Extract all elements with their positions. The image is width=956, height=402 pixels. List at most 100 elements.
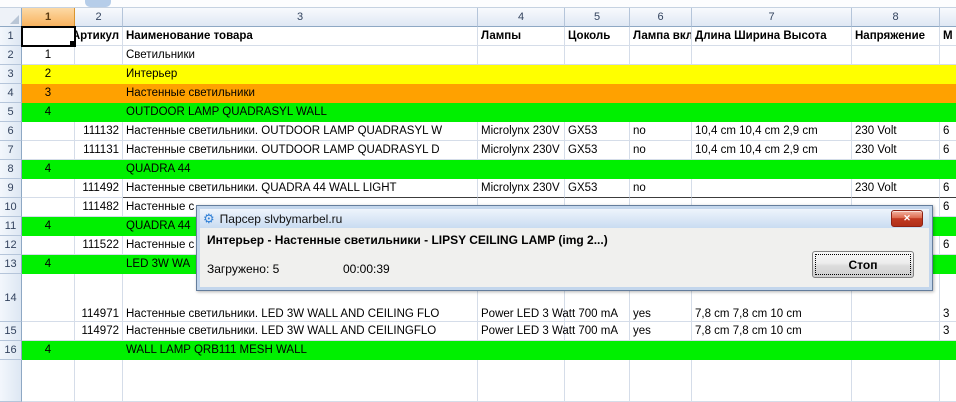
cell-r15c6[interactable]: yes: [630, 322, 692, 341]
cell-r9c5[interactable]: GX53: [565, 179, 630, 198]
cell-r7c3[interactable]: Настенные светильники. OUTDOOR LAMP QUAD…: [123, 141, 478, 160]
row-header-9[interactable]: 9: [0, 179, 22, 198]
cell-r5c8[interactable]: [852, 103, 940, 122]
cell-r11c1[interactable]: 4: [22, 217, 75, 236]
cell-r15c8[interactable]: [852, 322, 940, 341]
cell-r9c8[interactable]: 230 Volt: [852, 179, 940, 198]
cell-r8c7[interactable]: [692, 160, 852, 179]
cell-r8c6[interactable]: [630, 160, 692, 179]
row-header-3[interactable]: 3: [0, 65, 22, 84]
column-header-8[interactable]: 8: [852, 8, 940, 27]
row-header-4[interactable]: 4: [0, 84, 22, 103]
select-all-corner[interactable]: [0, 8, 22, 27]
cell-r12c9[interactable]: 6: [940, 236, 956, 255]
cell-r14c2[interactable]: 114971: [75, 274, 123, 322]
cell-r9c6[interactable]: no: [630, 179, 692, 198]
cell-r12c1[interactable]: [22, 236, 75, 255]
cell-r7c1[interactable]: [22, 141, 75, 160]
cell-r6c4[interactable]: Microlynx 230V: [478, 122, 565, 141]
cell-r6c5[interactable]: GX53: [565, 122, 630, 141]
row-header-12[interactable]: 12: [0, 236, 22, 255]
cell-r16c8[interactable]: [852, 341, 940, 360]
cell-r15c3[interactable]: Настенные светильники. LED 3W WALL AND C…: [123, 322, 478, 341]
cell-r11c9[interactable]: [940, 217, 956, 236]
row-header-14[interactable]: 14: [0, 274, 22, 322]
cell-r14c9[interactable]: 3: [940, 274, 956, 322]
cell-r16c6[interactable]: [630, 341, 692, 360]
column-header-2[interactable]: 2: [75, 8, 123, 27]
cell-r8c4[interactable]: [478, 160, 565, 179]
row-header-7[interactable]: 7: [0, 141, 22, 160]
cell-r2c1[interactable]: 1: [22, 46, 75, 65]
cell-r1c6[interactable]: Лампа вкл: [630, 27, 692, 46]
cell-r13c9[interactable]: [940, 255, 956, 274]
cell-r2c3[interactable]: Светильники: [123, 46, 478, 65]
cell-r4c2[interactable]: [75, 84, 123, 103]
cell-r7c4[interactable]: Microlynx 230V: [478, 141, 565, 160]
cell-r3c1[interactable]: 2: [22, 65, 75, 84]
cell-r7c9[interactable]: 6: [940, 141, 956, 160]
cell-r16c4[interactable]: [478, 341, 565, 360]
cell-r17c3[interactable]: [123, 360, 478, 402]
cell-r15c1[interactable]: [22, 322, 75, 341]
cell-r5c9[interactable]: [940, 103, 956, 122]
cell-r7c2[interactable]: 111131: [75, 141, 123, 160]
cell-r10c1[interactable]: [22, 198, 75, 217]
cell-r17c9[interactable]: [940, 360, 956, 402]
cell-r16c9[interactable]: [940, 341, 956, 360]
cell-r17c4[interactable]: [478, 360, 565, 402]
cell-r6c8[interactable]: 230 Volt: [852, 122, 940, 141]
cell-r6c1[interactable]: [22, 122, 75, 141]
cell-r5c5[interactable]: [565, 103, 630, 122]
row-header-10[interactable]: 10: [0, 198, 22, 217]
cell-r1c5[interactable]: Цоколь: [565, 27, 630, 46]
dialog-titlebar[interactable]: ⚙ Парсер slvbymarbel.ru ✕: [200, 209, 929, 228]
cell-r17c7[interactable]: [692, 360, 852, 402]
cell-r10c9[interactable]: 6: [940, 198, 956, 217]
cell-r5c6[interactable]: [630, 103, 692, 122]
cell-r7c8[interactable]: 230 Volt: [852, 141, 940, 160]
row-header-15[interactable]: 15: [0, 322, 22, 341]
cell-r17c2[interactable]: [75, 360, 123, 402]
cell-r9c4[interactable]: Microlynx 230V: [478, 179, 565, 198]
cell-r3c2[interactable]: [75, 65, 123, 84]
cell-r3c4[interactable]: [478, 65, 565, 84]
cell-r17c8[interactable]: [852, 360, 940, 402]
cell-r15c9[interactable]: 3: [940, 322, 956, 341]
cell-r15c5[interactable]: [565, 322, 630, 341]
cell-r16c5[interactable]: [565, 341, 630, 360]
cell-r4c6[interactable]: [630, 84, 692, 103]
cell-r17c6[interactable]: [630, 360, 692, 402]
cell-r6c6[interactable]: no: [630, 122, 692, 141]
cell-r16c1[interactable]: 4: [22, 341, 75, 360]
cell-r3c8[interactable]: [852, 65, 940, 84]
cell-r3c5[interactable]: [565, 65, 630, 84]
stop-button[interactable]: Стоп: [812, 251, 914, 278]
cell-r6c3[interactable]: Настенные светильники. OUTDOOR LAMP QUAD…: [123, 122, 478, 141]
cell-r16c7[interactable]: [692, 341, 852, 360]
cell-r11c2[interactable]: [75, 217, 123, 236]
cell-r17c5[interactable]: [565, 360, 630, 402]
cell-r15c7[interactable]: 7,8 cm 7,8 cm 10 cm: [692, 322, 852, 341]
row-header-6[interactable]: 6: [0, 122, 22, 141]
column-header-5[interactable]: 5: [565, 8, 630, 27]
cell-r1c7[interactable]: Длина Ширина Высота: [692, 27, 852, 46]
cell-r7c6[interactable]: no: [630, 141, 692, 160]
cell-r1c4[interactable]: Лампы: [478, 27, 565, 46]
cell-r8c9[interactable]: [940, 160, 956, 179]
cell-r4c5[interactable]: [565, 84, 630, 103]
cell-r5c2[interactable]: [75, 103, 123, 122]
cell-r9c9[interactable]: 6: [940, 179, 956, 198]
cell-r4c8[interactable]: [852, 84, 940, 103]
row-header-1[interactable]: 1: [0, 27, 22, 46]
cell-r6c7[interactable]: 10,4 cm 10,4 cm 2,9 cm: [692, 122, 852, 141]
cell-r2c4[interactable]: [478, 46, 565, 65]
cell-r9c3[interactable]: Настенные светильники. QUADRA 44 WALL LI…: [123, 179, 478, 198]
cell-r1c8[interactable]: Напряжение: [852, 27, 940, 46]
cell-r14c1[interactable]: [22, 274, 75, 322]
cell-r1c3[interactable]: Наименование товара: [123, 27, 478, 46]
cell-r4c4[interactable]: [478, 84, 565, 103]
cell-r9c2[interactable]: 111492: [75, 179, 123, 198]
cell-r5c4[interactable]: [478, 103, 565, 122]
column-header-6[interactable]: 6: [630, 8, 692, 27]
